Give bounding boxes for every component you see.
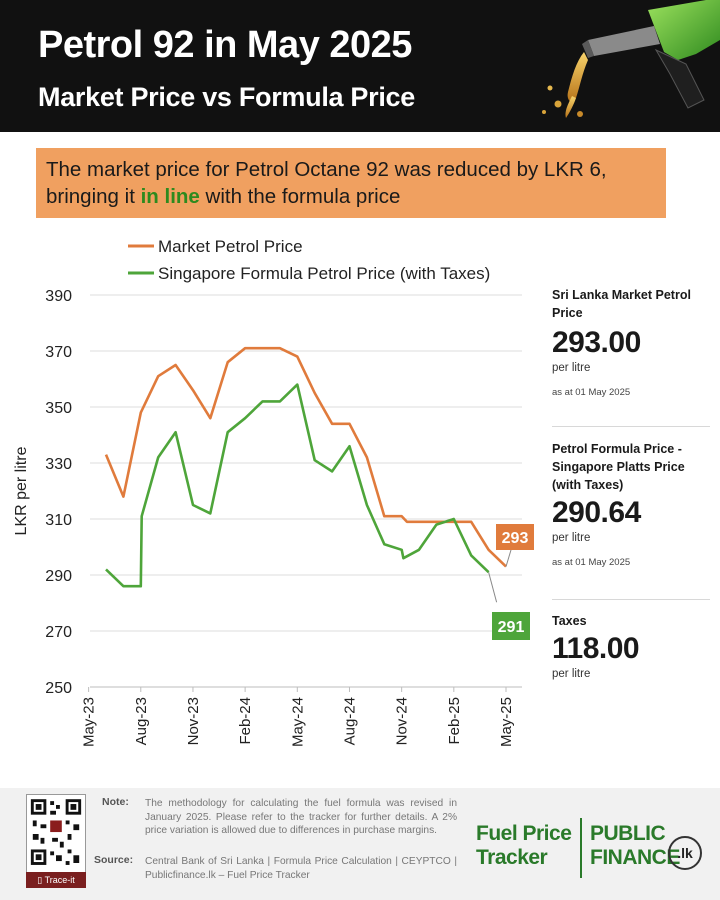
logo-line-2: FINANCE bbox=[590, 846, 680, 869]
source-key: Source: bbox=[94, 854, 134, 866]
headline-part-1: The market price for Petrol Octane 92 wa… bbox=[46, 158, 607, 208]
end-label-box bbox=[492, 612, 530, 640]
y-tick-label: 370 bbox=[45, 344, 72, 361]
x-tick-label: Nov-24 bbox=[394, 697, 411, 745]
taxes-label: Taxes bbox=[552, 614, 587, 628]
divider bbox=[552, 426, 710, 427]
y-tick-label: 350 bbox=[45, 400, 72, 417]
qr-label-text: Trace-it bbox=[44, 875, 75, 885]
y-tick-label: 250 bbox=[45, 680, 72, 697]
fuel-price-tracker-logo: Fuel Price Tracker bbox=[476, 822, 572, 870]
y-tick-label: 390 bbox=[45, 288, 72, 305]
legend-label: Market Petrol Price bbox=[158, 237, 303, 256]
x-tick-label: Aug-24 bbox=[341, 697, 358, 745]
market-price-value: 293.00 bbox=[552, 326, 641, 359]
footer: ▯ Trace-it Note: The methodology for cal… bbox=[0, 788, 720, 900]
formula-price-block: Petrol Formula Price - Singapore Platts … bbox=[552, 440, 712, 570]
logo-divider bbox=[580, 818, 582, 878]
page-title: Petrol 92 in May 2025 bbox=[38, 24, 412, 66]
market-price-line bbox=[104, 346, 507, 568]
y-tick-label: 290 bbox=[45, 568, 72, 585]
taxes-block: Taxes 118.00 per litre bbox=[552, 612, 712, 682]
x-tick-label: May-25 bbox=[498, 697, 515, 747]
phone-icon: ▯ bbox=[37, 875, 45, 885]
note-text: The methodology for calculating the fuel… bbox=[145, 798, 457, 836]
logo-line-2: Tracker bbox=[476, 846, 548, 869]
qr-code-icon[interactable] bbox=[26, 794, 86, 874]
logo-line-1: PUBLIC bbox=[590, 822, 666, 845]
market-price-date: as at 01 May 2025 bbox=[552, 387, 631, 398]
headline-text: The market price for Petrol Octane 92 wa… bbox=[46, 156, 656, 210]
note-key: Note: bbox=[102, 796, 129, 808]
y-tick-label: 310 bbox=[45, 512, 72, 529]
x-tick-label: May-23 bbox=[81, 697, 98, 747]
x-tick-label: Nov-23 bbox=[185, 697, 202, 745]
end-label-box bbox=[496, 524, 534, 550]
formula-price-line bbox=[105, 383, 490, 588]
market-price-unit: per litre bbox=[552, 362, 591, 374]
taxes-unit: per litre bbox=[552, 668, 591, 680]
taxes-value: 118.00 bbox=[552, 632, 640, 665]
x-tick-label: May-24 bbox=[289, 697, 306, 747]
fuel-nozzle-icon bbox=[542, 0, 720, 118]
source-text: Central Bank of Sri Lanka | Formula Pric… bbox=[145, 856, 457, 881]
formula-price-unit: per litre bbox=[552, 532, 591, 544]
y-tick-label: 270 bbox=[45, 624, 72, 641]
legend-label: Singapore Formula Petrol Price (with Tax… bbox=[158, 264, 490, 283]
lk-badge: .lk bbox=[668, 836, 702, 870]
public-finance-logo: PUBLIC FINANCE bbox=[590, 822, 680, 870]
headline-highlight: in line bbox=[140, 185, 200, 208]
price-line-chart: 250 270 290 310 330 350 370 390 May-23 Aug-23 Nov-… bbox=[13, 237, 534, 747]
x-tick-label: Feb-24 bbox=[237, 697, 254, 745]
formula-price-date: as at 01 May 2025 bbox=[552, 557, 631, 568]
x-tick-label: Aug-23 bbox=[133, 697, 150, 745]
y-axis-label: LKR per litre bbox=[13, 446, 30, 535]
divider bbox=[552, 599, 710, 600]
formula-price-value: 290.64 bbox=[552, 496, 641, 529]
page-subtitle: Market Price vs Formula Price bbox=[38, 82, 415, 112]
market-price-block: Sri Lanka Market Petrol Price 293.00 per… bbox=[552, 286, 712, 400]
headline-part-2: with the formula price bbox=[199, 185, 401, 208]
header: Petrol 92 in May 2025 Market Price vs Fo… bbox=[0, 0, 720, 132]
market-price-label: Sri Lanka Market Petrol Price bbox=[552, 288, 691, 320]
formula-price-label: Petrol Formula Price - Singapore Platts … bbox=[552, 442, 685, 492]
x-tick-label: Feb-25 bbox=[446, 697, 463, 745]
formula-end-label: 291 bbox=[498, 619, 525, 636]
qr-trace-it-label[interactable]: ▯ Trace-it bbox=[26, 872, 86, 888]
headline-callout: The market price for Petrol Octane 92 wa… bbox=[36, 148, 666, 218]
leader-line bbox=[488, 572, 498, 603]
logo-line-1: Fuel Price bbox=[476, 822, 572, 845]
market-end-label: 293 bbox=[502, 530, 529, 547]
y-tick-label: 330 bbox=[45, 456, 72, 473]
